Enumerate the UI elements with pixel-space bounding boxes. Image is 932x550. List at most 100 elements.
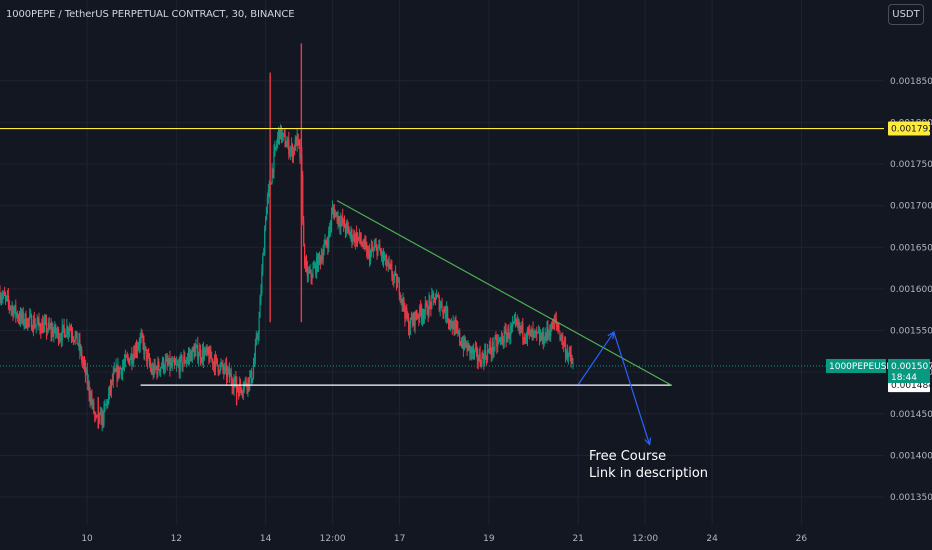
candle-512: [474, 340, 477, 352]
candle-body: [323, 245, 325, 253]
candle-220: [203, 346, 205, 361]
candle-body: [489, 345, 491, 352]
candle-body: [331, 207, 334, 214]
candle-body: [346, 223, 348, 226]
candle-body: [504, 330, 506, 332]
candle-body: [198, 356, 200, 360]
candle-246: [227, 367, 230, 375]
candle-body: [99, 412, 101, 414]
candle-376: [348, 226, 350, 236]
candle-400: [370, 239, 373, 258]
candle-130: [120, 366, 122, 370]
candle-97: [89, 386, 91, 408]
candle-494: [458, 329, 460, 336]
candle-body: [485, 350, 487, 358]
candle-body: [442, 310, 444, 314]
candle-466: [432, 289, 434, 299]
candle-151: [139, 332, 141, 353]
x-tick-label: 10: [81, 534, 93, 544]
candle-body: [95, 415, 98, 417]
candle-body: [468, 343, 470, 346]
candle-body: [82, 360, 84, 363]
candle-84: [77, 343, 79, 347]
candle-363: [336, 211, 338, 224]
candle-body: [289, 151, 291, 155]
candle-body: [35, 324, 37, 326]
candle-body: [542, 331, 544, 345]
candle-body: [187, 354, 190, 358]
candle-body: [237, 387, 239, 390]
candle-body: [469, 345, 471, 354]
candle-body: [484, 350, 486, 364]
candle-597: [553, 314, 556, 331]
candle-body: [59, 338, 61, 340]
candle-190: [175, 356, 178, 372]
candle-562: [521, 321, 523, 334]
candle-body: [2, 295, 4, 299]
candle-body: [373, 247, 375, 250]
candle-body: [296, 134, 298, 147]
candle-535: [496, 334, 498, 354]
candle-571: [529, 329, 531, 337]
candle-581: [538, 326, 541, 346]
candle-283: [262, 252, 264, 276]
candle-body: [508, 328, 510, 339]
candle-body: [175, 364, 178, 366]
candle-body: [103, 405, 105, 423]
candle-body: [259, 299, 261, 318]
candle-610: [565, 349, 568, 360]
candle-body: [147, 354, 149, 362]
candle-body: [497, 341, 499, 347]
candle-134: [123, 354, 126, 372]
candle-body: [496, 338, 498, 347]
candle-141: [130, 353, 132, 361]
candle-body: [452, 321, 454, 330]
candle-132: [121, 359, 124, 381]
candle-480: [445, 305, 447, 323]
candle-body: [229, 373, 231, 377]
candle-62: [56, 326, 59, 340]
candle-343: [317, 253, 320, 273]
candle-306: [283, 129, 285, 138]
candle-body: [341, 217, 343, 221]
candle-157: [145, 346, 147, 352]
candle-body: [251, 378, 254, 383]
candle-26: [23, 318, 25, 330]
candle-24: [21, 308, 23, 325]
candle-body: [14, 305, 16, 311]
candle-body: [90, 396, 92, 401]
candle-568: [526, 326, 529, 347]
candle-580: [538, 324, 540, 334]
candle-body: [72, 337, 74, 341]
candle-187: [173, 357, 175, 363]
candle-body: [132, 360, 134, 363]
candle-491: [455, 315, 457, 334]
candle-body: [453, 321, 455, 335]
candle-115: [106, 398, 108, 410]
candle-body: [460, 343, 463, 347]
candle-body: [318, 253, 321, 258]
candle-body: [141, 335, 143, 337]
candle-108: [99, 406, 101, 416]
candle-body: [156, 367, 158, 375]
candle-482: [447, 305, 449, 323]
x-tick-label: 12: [171, 534, 182, 544]
candle-body: [482, 354, 484, 357]
candle-body: [403, 298, 405, 309]
currency-button[interactable]: USDT: [888, 4, 924, 25]
candle-149: [137, 342, 139, 352]
candle-61: [56, 327, 58, 338]
candle-body: [462, 343, 464, 350]
candle-590: [547, 320, 549, 341]
candle-body: [520, 326, 522, 330]
candle-239: [221, 361, 223, 367]
candle-567: [525, 331, 528, 344]
candle-body: [54, 325, 56, 332]
candle-445: [412, 312, 414, 327]
candle-69: [63, 318, 65, 338]
candle-322: [298, 139, 300, 149]
candle-body: [555, 318, 557, 323]
candle-body: [213, 362, 216, 370]
